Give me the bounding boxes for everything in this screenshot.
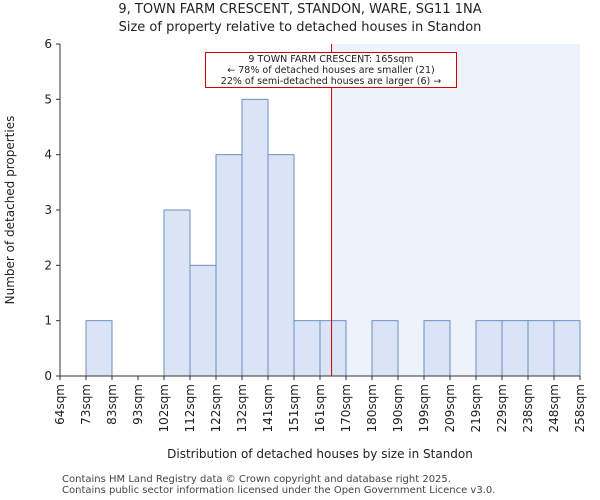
x-tick-label: 190sqm <box>391 384 405 432</box>
bar-248sqm <box>553 320 581 377</box>
bar-141sqm <box>267 154 295 377</box>
x-tick-label: 248sqm <box>547 384 561 432</box>
y-tick-label: 3 <box>44 203 52 217</box>
x-tick-label: 151sqm <box>287 384 301 432</box>
x-tick-label: 83sqm <box>105 384 119 425</box>
x-tick-label: 141sqm <box>261 384 275 432</box>
x-tick-label: 161sqm <box>313 384 327 432</box>
x-tick-label: 64sqm <box>53 384 67 425</box>
x-tick-label: 209sqm <box>443 384 457 432</box>
y-tick-label: 6 <box>44 37 52 51</box>
bar-102sqm <box>163 209 191 377</box>
y-tick-label: 5 <box>44 92 52 106</box>
chart-title: 9, TOWN FARM CRESCENT, STANDON, WARE, SG… <box>118 2 482 17</box>
y-axis-label: Number of detached properties <box>3 116 17 305</box>
x-tick-label: 238sqm <box>521 384 535 432</box>
x-tick-label: 132sqm <box>235 384 249 432</box>
footer-line-2: Contains public sector information licen… <box>62 485 496 496</box>
property-annotation: 9 TOWN FARM CRESCENT: 165sqm ← 78% of de… <box>205 52 457 88</box>
bar-180sqm <box>371 320 399 377</box>
x-tick-label: 229sqm <box>495 384 509 432</box>
footer-line-1: Contains HM Land Registry data © Crown c… <box>62 474 451 485</box>
bar-151sqm <box>293 320 321 377</box>
y-tick-label: 0 <box>44 369 52 383</box>
bar-112sqm <box>189 264 217 377</box>
bar-229sqm <box>501 320 529 377</box>
annotation-line-2: ← 78% of detached houses are smaller (21… <box>227 65 435 76</box>
y-tick-label: 4 <box>44 148 52 162</box>
x-tick-label: 93sqm <box>131 384 145 425</box>
x-tick-label: 258sqm <box>573 384 587 432</box>
x-tick-label: 219sqm <box>469 384 483 432</box>
annotation-line-1: 9 TOWN FARM CRESCENT: 165sqm <box>248 54 414 65</box>
x-tick-label: 112sqm <box>183 384 197 432</box>
bar-161sqm <box>319 320 347 377</box>
bar-199sqm <box>423 320 451 377</box>
x-tick-label: 199sqm <box>417 384 431 432</box>
bar-132sqm <box>241 98 269 377</box>
x-tick-label: 102sqm <box>157 384 171 432</box>
bar-73sqm <box>85 320 113 377</box>
y-tick-label: 1 <box>44 314 52 328</box>
x-tick-label: 122sqm <box>209 384 223 432</box>
bar-238sqm <box>527 320 555 377</box>
x-tick-label: 170sqm <box>339 384 353 432</box>
x-axis-label: Distribution of detached houses by size … <box>167 447 473 461</box>
x-tick-label: 180sqm <box>365 384 379 432</box>
y-tick-label: 2 <box>44 258 52 272</box>
bar-122sqm <box>215 154 243 377</box>
chart-subtitle: Size of property relative to detached ho… <box>118 20 482 35</box>
bar-219sqm <box>475 320 503 377</box>
annotation-line-3: 22% of semi-detached houses are larger (… <box>220 76 442 87</box>
x-tick-label: 73sqm <box>79 384 93 425</box>
